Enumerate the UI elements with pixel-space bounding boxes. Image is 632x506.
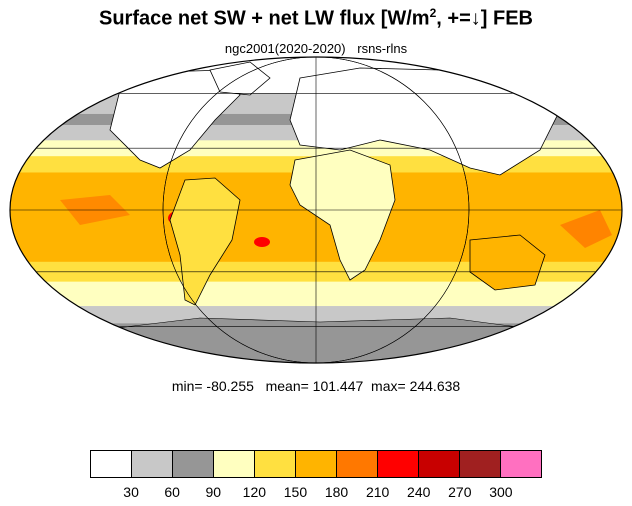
subtitle-variable: rsns-rlns: [357, 41, 408, 56]
colorbar-tick-90: 90: [205, 484, 222, 500]
colorbar-box-3: [214, 451, 255, 477]
mollweide-map: [9, 56, 623, 364]
colorbar-box-5: [296, 451, 337, 477]
colorbar-tick-180: 180: [324, 484, 349, 500]
colorbar-tick-labels: 30 60 90 120 150 180 210 240 270 300: [90, 484, 542, 504]
flux-field: [10, 57, 622, 363]
title-main: Surface net SW + net LW flux [W/m: [99, 7, 430, 30]
colorbar-tick-300: 300: [489, 484, 513, 500]
colorbar-box-2: [173, 451, 214, 477]
colorbar-tick-240: 240: [407, 484, 431, 500]
title-superscript: 2: [429, 6, 437, 20]
colorbar-box-8: [419, 451, 460, 477]
colorbar-box-10: [501, 451, 541, 477]
colorbar-tick-120: 120: [242, 484, 267, 500]
title-tail: , +=↓] FEB: [436, 7, 533, 30]
graticule: [10, 57, 622, 363]
atlantic-hotspot: [254, 237, 270, 247]
map-subtitle: ngc2001(2020-2020) rsns-rlns: [0, 41, 632, 56]
colorbar-tick-270: 270: [448, 484, 472, 500]
colorbar-tick-150: 150: [283, 484, 308, 500]
colorbar-box-1: [132, 451, 173, 477]
meridian-line: [162, 57, 470, 363]
colorbar-box-6: [337, 451, 378, 477]
colorbar-tick-210: 210: [365, 484, 390, 500]
colorbar-box-0: [91, 451, 132, 477]
colorbar-tick-60: 60: [164, 484, 180, 500]
globe-outline: [9, 56, 623, 364]
field-statistics: min= -80.255 mean= 101.447 max= 244.638: [171, 378, 461, 394]
map-title: Surface net SW + net LW flux [W/m2, +=↓]…: [0, 6, 632, 31]
pacific-patch: [560, 210, 612, 248]
north-america: [109, 69, 241, 169]
colorbar: [90, 450, 542, 478]
colorbar-box-7: [378, 451, 419, 477]
colorbar-box-9: [460, 451, 501, 477]
colorbar-box-4: [255, 451, 296, 477]
subtitle-experiment: ngc2001(2020-2020): [224, 41, 346, 56]
colorbar-tick-30: 30: [123, 484, 139, 500]
